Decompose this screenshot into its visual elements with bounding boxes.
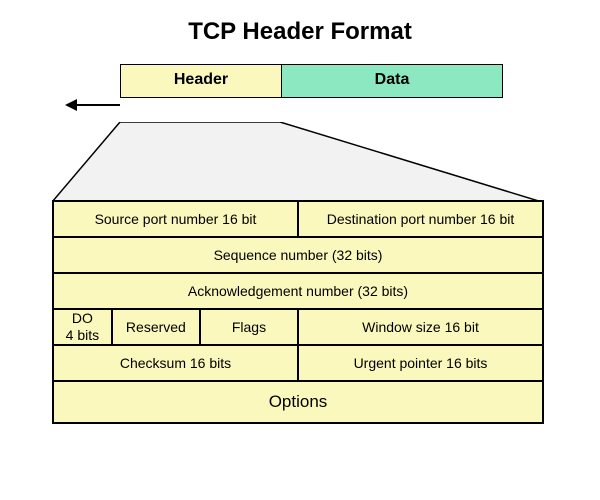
seq-num-cell: Sequence number (32 bits) bbox=[53, 237, 543, 273]
table-row: Checksum 16 bits Urgent pointer 16 bits bbox=[53, 345, 543, 381]
packet-header-cell: Header bbox=[120, 64, 282, 98]
table-row: DO 4 bits Reserved Flags Window size 16 … bbox=[53, 309, 543, 345]
window-size-cell: Window size 16 bit bbox=[298, 309, 543, 345]
data-offset-cell: DO 4 bits bbox=[53, 309, 112, 345]
flags-cell: Flags bbox=[200, 309, 298, 345]
reserved-cell: Reserved bbox=[112, 309, 200, 345]
packet-bar: Header Data bbox=[120, 64, 600, 98]
urgent-ptr-cell: Urgent pointer 16 bits bbox=[298, 345, 543, 381]
diagram-container: TCP Header Format Header Data Source por… bbox=[0, 0, 600, 500]
table-row: Sequence number (32 bits) bbox=[53, 237, 543, 273]
src-port-cell: Source port number 16 bit bbox=[53, 201, 298, 237]
header-table: Source port number 16 bit Destination po… bbox=[52, 200, 544, 424]
funnel-shape bbox=[52, 122, 542, 202]
table-row: Source port number 16 bit Destination po… bbox=[53, 201, 543, 237]
options-cell: Options bbox=[53, 381, 543, 423]
packet-data-cell: Data bbox=[282, 64, 503, 98]
ack-num-cell: Acknowledgement number (32 bits) bbox=[53, 273, 543, 309]
dst-port-cell: Destination port number 16 bit bbox=[298, 201, 543, 237]
table-row: Acknowledgement number (32 bits) bbox=[53, 273, 543, 309]
page-title: TCP Header Format bbox=[0, 0, 600, 64]
funnel-polygon bbox=[52, 122, 542, 202]
table-row: Options bbox=[53, 381, 543, 423]
arrow-left-icon bbox=[65, 95, 120, 115]
checksum-cell: Checksum 16 bits bbox=[53, 345, 298, 381]
